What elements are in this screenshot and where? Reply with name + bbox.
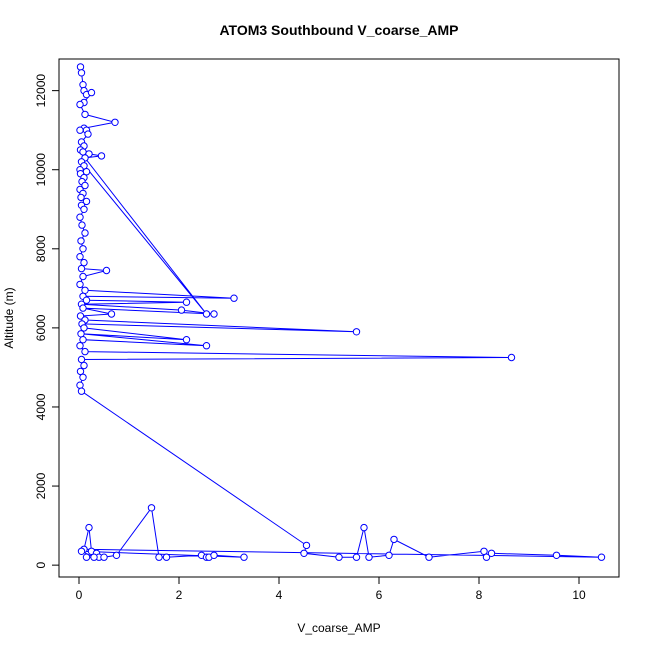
data-point-0-98 <box>155 553 163 561</box>
data-point-0-82 <box>390 535 398 544</box>
data-point-0-11 <box>76 126 84 134</box>
data-point-0-86 <box>487 549 496 557</box>
y-tick-label-5: 10000 <box>34 153 48 187</box>
data-point-0-80 <box>365 553 373 561</box>
data-point-0-29 <box>81 181 89 190</box>
x-tick-label-4: 8 <box>476 588 483 602</box>
data-point-0-8 <box>81 110 89 119</box>
data-point-0-46 <box>76 280 84 289</box>
data-point-0-66 <box>76 342 84 350</box>
data-point-0-67 <box>81 347 89 356</box>
data-point-0-96 <box>112 551 121 559</box>
data-point-0-62 <box>182 336 191 344</box>
data-point-0-87 <box>552 551 561 559</box>
data-point-0-83 <box>425 553 433 561</box>
data-point-0-65 <box>79 336 87 344</box>
data-point-0-48 <box>230 294 238 302</box>
data-point-0-99 <box>162 553 171 561</box>
data-point-0-39 <box>77 237 85 245</box>
data-point-0-42 <box>80 258 88 267</box>
x-tick-label-3: 6 <box>376 588 383 602</box>
data-point-0-1 <box>77 69 86 77</box>
data-point-0-9 <box>111 118 119 127</box>
data-point-0-59 <box>352 328 361 336</box>
data-point-0-95 <box>100 553 108 561</box>
data-point-0-94 <box>82 553 91 561</box>
data-point-0-81 <box>385 551 393 559</box>
data-point-0-79 <box>360 523 368 532</box>
data-point-0-50 <box>82 296 91 304</box>
x-axis: 0 2 4 6 8 10 <box>76 576 586 602</box>
y-tick-label-3: 6000 <box>34 314 48 341</box>
x-tick-label-0: 0 <box>76 588 83 602</box>
data-point-0-36 <box>76 213 84 221</box>
x-tick-label-5: 10 <box>572 588 586 602</box>
y-tick-label-4: 8000 <box>34 235 48 262</box>
data-point-0-61 <box>80 324 88 332</box>
data-point-0-32 <box>77 193 85 202</box>
data-point-0-75 <box>302 541 311 550</box>
data-point-0-74 <box>77 387 86 395</box>
data-point-0-78 <box>352 553 361 561</box>
data-point-0-5 <box>87 88 96 97</box>
y-tick-label-0: 0 <box>34 561 48 568</box>
x-tick-label-1: 2 <box>176 588 183 602</box>
data-point-0-53 <box>177 306 186 314</box>
data-point-0-51 <box>182 298 191 306</box>
y-tick-label-2: 4000 <box>34 393 48 420</box>
data-point-0-43 <box>77 264 86 273</box>
x-axis-label: V_coarse_AMP <box>297 621 380 635</box>
y-axis: 0 2000 4000 6000 8000 10000 12000 <box>34 74 60 568</box>
data-point-0-7 <box>76 100 84 109</box>
data-point-0-55 <box>79 304 87 312</box>
data-point-0-104 <box>240 553 248 561</box>
data-point-0-85 <box>482 553 491 561</box>
data-point-0-76 <box>300 549 308 557</box>
data-point-0-69 <box>77 355 86 364</box>
data-point-0-64 <box>202 342 211 350</box>
data-point-0-44 <box>102 266 111 275</box>
data-point-0-40 <box>79 245 87 253</box>
data-point-0-13 <box>84 130 92 138</box>
y-tick-label-1: 2000 <box>34 472 48 499</box>
data-point-0-72 <box>79 373 87 381</box>
data-point-0-21 <box>202 310 211 318</box>
data-point-0-41 <box>76 253 84 261</box>
data-point-0-2 <box>79 81 87 89</box>
data-point-0-17 <box>79 148 87 156</box>
data-point-0-73 <box>76 381 84 389</box>
y-tick-label-6: 12000 <box>34 74 48 108</box>
plot-frame <box>58 58 620 578</box>
chart-title: ATOM3 Southbound V_coarse_AMP <box>219 22 458 38</box>
x-tick-label-2: 4 <box>276 588 283 602</box>
data-point-0-88 <box>597 553 606 561</box>
data-point-0-77 <box>335 553 343 561</box>
data-point-0-19 <box>97 152 106 160</box>
data-point-0-56 <box>107 310 116 318</box>
data-point-0-45 <box>79 272 87 281</box>
data-point-0-0 <box>76 63 85 71</box>
data-point-0-106 <box>90 553 98 561</box>
data-point-0-103 <box>210 551 218 559</box>
data-point-0-97 <box>147 504 156 512</box>
data-point-0-47 <box>81 286 89 294</box>
data-point-0-90 <box>85 523 93 532</box>
series-line-0 <box>79 66 602 558</box>
y-axis-label: Altitude (m) <box>2 287 16 348</box>
data-point-0-38 <box>81 229 89 237</box>
data-point-0-37 <box>78 221 86 229</box>
data-point-0-105 <box>77 547 86 555</box>
data-point-0-57 <box>76 312 85 320</box>
data-point-0-68 <box>507 353 516 362</box>
data-point-0-70 <box>80 361 88 370</box>
series-layer <box>76 63 606 561</box>
data-point-0-35 <box>80 205 88 214</box>
data-point-0-33 <box>82 197 91 206</box>
data-point-0-54 <box>210 310 218 318</box>
